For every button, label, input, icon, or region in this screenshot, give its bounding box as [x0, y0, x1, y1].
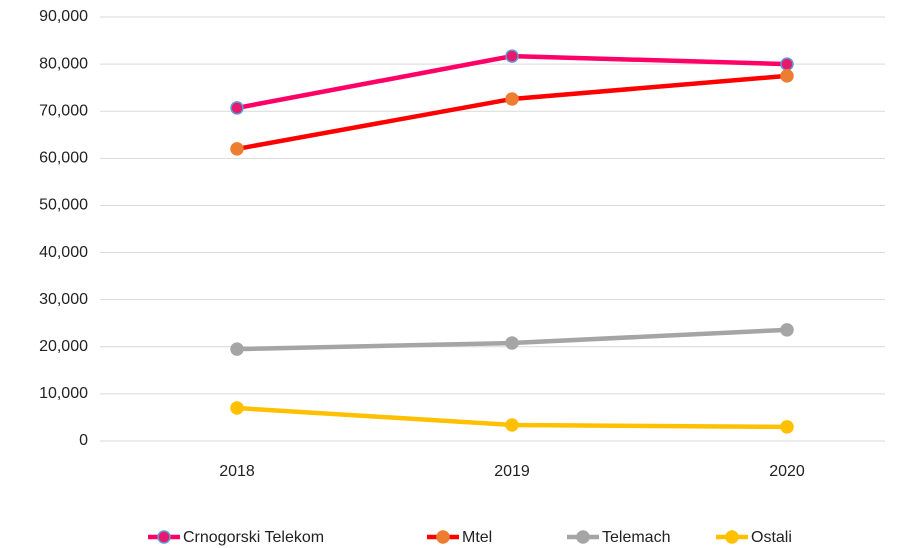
- legend-label: Ostali: [751, 529, 792, 546]
- y-tick-label: 90,000: [39, 8, 88, 25]
- series-line: [234, 73, 790, 152]
- x-tick-label: 2019: [494, 463, 530, 480]
- y-tick-label: 80,000: [39, 55, 88, 72]
- data-point: [230, 101, 244, 115]
- data-point: [780, 420, 794, 434]
- y-tick-label: 0: [79, 432, 88, 449]
- x-tick-label: 2020: [769, 463, 805, 480]
- data-point: [505, 418, 519, 432]
- x-tick-label: 2018: [219, 463, 255, 480]
- data-point: [780, 69, 794, 83]
- y-tick-label: 20,000: [39, 338, 88, 355]
- data-point: [230, 142, 244, 156]
- legend-label: Crnogorski Telekom: [183, 529, 324, 546]
- data-point: [230, 401, 244, 415]
- data-point: [780, 323, 794, 337]
- data-point: [230, 342, 244, 356]
- y-tick-label: 60,000: [39, 150, 88, 167]
- legend-label: Telemach: [602, 529, 670, 546]
- y-tick-label: 50,000: [39, 197, 88, 214]
- legend-marker: [157, 530, 171, 544]
- y-tick-label: 10,000: [39, 385, 88, 402]
- legend-marker: [436, 530, 450, 544]
- y-tick-label: 30,000: [39, 291, 88, 308]
- legend-marker: [725, 530, 739, 544]
- y-tick-label: 40,000: [39, 244, 88, 261]
- legend-label: Mtel: [462, 529, 492, 546]
- data-point: [505, 336, 519, 350]
- legend-marker: [576, 530, 590, 544]
- y-tick-label: 70,000: [39, 102, 88, 119]
- data-point: [505, 49, 519, 63]
- data-point: [505, 92, 519, 106]
- data-point: [780, 57, 794, 71]
